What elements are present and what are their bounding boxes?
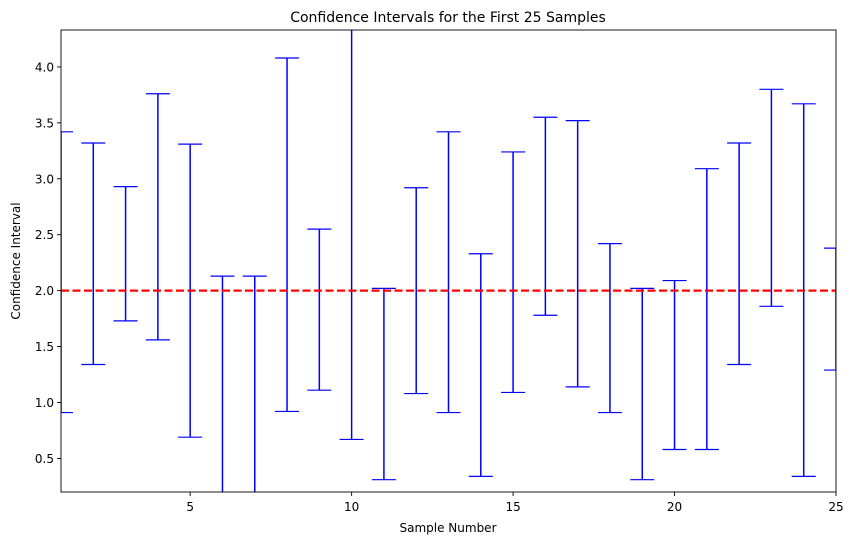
interval-6	[210, 275, 235, 492]
y-tick-label: 1.5	[35, 340, 54, 354]
interval-13	[436, 131, 461, 414]
plot-frame	[60, 29, 837, 493]
intervals-group	[61, 30, 836, 492]
interval-8	[275, 57, 300, 413]
interval-3	[113, 186, 138, 322]
interval-2	[81, 142, 106, 366]
x-tick-label: 15	[505, 500, 520, 514]
y-tick-label: 3.0	[35, 172, 54, 186]
interval-14	[468, 253, 493, 477]
interval-10	[339, 30, 364, 441]
x-tick-label: 20	[667, 500, 682, 514]
interval-11	[371, 287, 396, 481]
interval-7	[242, 275, 267, 492]
interval-1	[61, 131, 73, 414]
interval-20	[662, 279, 687, 451]
x-tick-label: 5	[186, 500, 194, 514]
x-tick-label: 25	[828, 500, 843, 514]
y-tick-label: 3.5	[35, 116, 54, 130]
y-tick-label: 1.0	[35, 396, 54, 410]
interval-16	[533, 116, 558, 316]
interval-23	[759, 88, 784, 307]
y-tick-label: 0.5	[35, 452, 54, 466]
y-tick-label: 2.0	[35, 284, 54, 298]
interval-9	[307, 228, 332, 391]
interval-15	[501, 151, 526, 394]
interval-17	[565, 120, 590, 388]
interval-25	[824, 247, 836, 371]
y-axis-label: Confidence Interval	[9, 202, 23, 319]
interval-19	[630, 287, 655, 481]
x-tick-label: 10	[344, 500, 359, 514]
x-axis: 5 10 15 20 25	[186, 492, 844, 514]
interval-22	[727, 142, 752, 366]
interval-4	[145, 93, 170, 341]
interval-21	[694, 168, 719, 451]
y-axis: 0.5 1.0 1.5 2.0 2.5 3.0 3.5 4.0	[35, 60, 61, 466]
interval-18	[597, 243, 622, 414]
interval-12	[404, 187, 429, 395]
y-tick-label: 2.5	[35, 228, 54, 242]
plot-area	[61, 30, 836, 492]
y-tick-label: 4.0	[35, 60, 54, 74]
x-axis-label: Sample Number	[399, 521, 496, 535]
chart-title: Confidence Intervals for the First 25 Sa…	[290, 10, 606, 26]
